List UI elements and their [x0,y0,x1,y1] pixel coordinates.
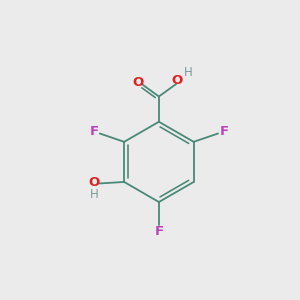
Text: F: F [154,225,164,238]
Text: F: F [89,124,98,138]
Text: F: F [219,124,229,138]
Text: H: H [90,188,99,201]
Text: H: H [184,66,193,79]
Text: O: O [171,74,182,87]
Text: O: O [133,76,144,89]
Text: O: O [89,176,100,189]
